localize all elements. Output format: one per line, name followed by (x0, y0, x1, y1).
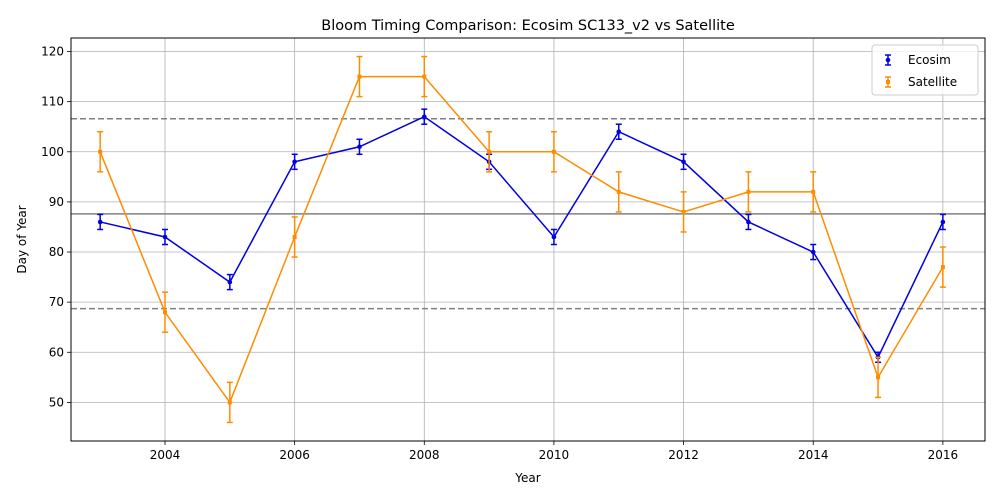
data-point (551, 149, 556, 154)
data-point (616, 189, 621, 194)
data-point (357, 74, 362, 79)
data-point (422, 74, 427, 79)
y-tick-label: 80 (49, 245, 64, 259)
data-point (940, 219, 946, 225)
ticks: 2004 2006 2008 2010 2012 2014 2016 50 60 70 80 90 10… (41, 45, 958, 462)
y-axis-title: Day of Year (15, 205, 29, 273)
series-satellite (97, 55, 946, 424)
data-point (227, 279, 233, 285)
reference-lines (71, 117, 985, 310)
legend-box (871, 44, 979, 96)
legend-marker (885, 57, 891, 63)
data-point (98, 149, 103, 154)
y-tick-label: 70 (49, 295, 64, 309)
y-tick-label: 50 (49, 395, 64, 409)
x-tick-label: 2006 (279, 448, 310, 462)
legend: Ecosim Satellite (871, 44, 979, 96)
data-point (681, 209, 686, 214)
data-point (681, 159, 686, 165)
data-point (616, 129, 622, 135)
x-tick-label: 2016 (928, 448, 959, 462)
legend-label: Ecosim (908, 53, 951, 67)
x-axis-title: Year (514, 471, 540, 485)
legend-item-satellite: Satellite (885, 75, 957, 89)
plot-frame (70, 37, 986, 442)
y-tick-label: 60 (49, 345, 64, 359)
y-tick-label: 100 (41, 145, 64, 159)
x-tick-label: 2004 (150, 448, 181, 462)
legend-label: Satellite (908, 75, 957, 89)
data-point (421, 114, 427, 119)
series-line (99, 75, 944, 404)
data-point (810, 249, 816, 255)
legend-marker (886, 80, 890, 84)
data-point (162, 234, 168, 240)
series-ecosim (97, 108, 946, 364)
data-point (162, 310, 167, 315)
y-tick-label: 120 (41, 45, 64, 59)
y-tick-label: 90 (49, 195, 64, 209)
data-point (940, 265, 945, 270)
data-point (811, 189, 816, 194)
x-tick-label: 2014 (798, 448, 829, 462)
data-point (227, 400, 232, 405)
x-tick-label: 2010 (539, 448, 570, 462)
data-point (357, 144, 362, 150)
series-line (100, 115, 944, 359)
series (97, 55, 946, 424)
data-point (551, 234, 557, 240)
legend-item-ecosim: Ecosim (885, 53, 951, 67)
data-point (746, 189, 751, 194)
data-point (876, 375, 881, 380)
data-point (292, 159, 297, 165)
data-point (97, 219, 103, 225)
chart-title: Bloom Timing Comparison: Ecosim SC133_v2… (321, 18, 735, 34)
x-tick-label: 2012 (668, 448, 699, 462)
y-tick-label: 110 (41, 95, 64, 109)
data-point (292, 234, 297, 239)
data-point (487, 149, 492, 154)
x-tick-label: 2008 (409, 448, 440, 462)
data-point (746, 219, 751, 225)
grid (71, 38, 985, 441)
